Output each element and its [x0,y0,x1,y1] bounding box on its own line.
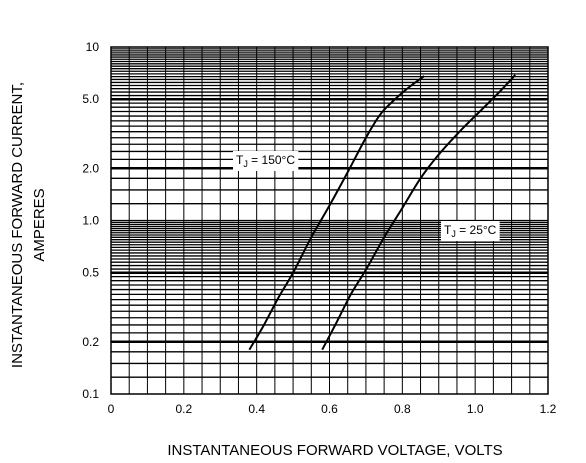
x-tick-label: 0.2 [175,402,192,416]
annotation-tj-25c: TJ = 25°C [441,221,500,241]
y-tick-label: 0.2 [82,335,99,349]
annotation-150-rest: = 150°C [248,153,295,167]
series-line-tj-25c [321,74,516,351]
svg-text:TJ = 150°C: TJ = 150°C [236,153,295,169]
plot-frame [110,46,549,395]
annotation-150-main: T [236,153,244,167]
y-tick-label: 10 [86,40,100,54]
x-tick-label: 0.4 [248,402,265,416]
x-tick-label: 0.6 [321,402,338,416]
y-tick-label: 5.0 [82,92,99,106]
y-tick-label: 0.5 [82,266,99,280]
annotation-25-sub: J [451,229,456,239]
annotation-25-main: T [444,223,452,237]
y-tick-label: 2.0 [82,161,99,175]
series-layer [248,74,516,351]
annotation-25-rest: = 25°C [456,223,497,237]
y-axis-title-line-2: AMPERES [31,188,48,261]
x-tick-label: 1.0 [467,402,484,416]
y-tick-label: 0.1 [82,387,99,401]
y-axis-title-line-1: INSTANTANEOUS FORWARD CURRENT, [9,82,26,368]
x-tick-label: 1.2 [540,402,557,416]
annotation-tj-150c: TJ = 150°C [233,151,299,171]
grid-lines [111,47,548,394]
series-line-tj-150c [248,75,425,351]
x-tick-label: 0 [108,402,115,416]
x-axis-title: INSTANTANEOUS FORWARD VOLTAGE, VOLTS [167,442,502,459]
svg-text:TJ = 25°C: TJ = 25°C [444,223,497,239]
tick-labels: 0 0.2 0.4 0.6 0.8 1.0 1.2 0.1 0.2 0.5 1.0 2.0 5.0 10 [82,40,556,416]
annotation-150-sub: J [243,159,248,169]
y-tick-label: 1.0 [82,214,99,228]
x-tick-label: 0.8 [394,402,411,416]
